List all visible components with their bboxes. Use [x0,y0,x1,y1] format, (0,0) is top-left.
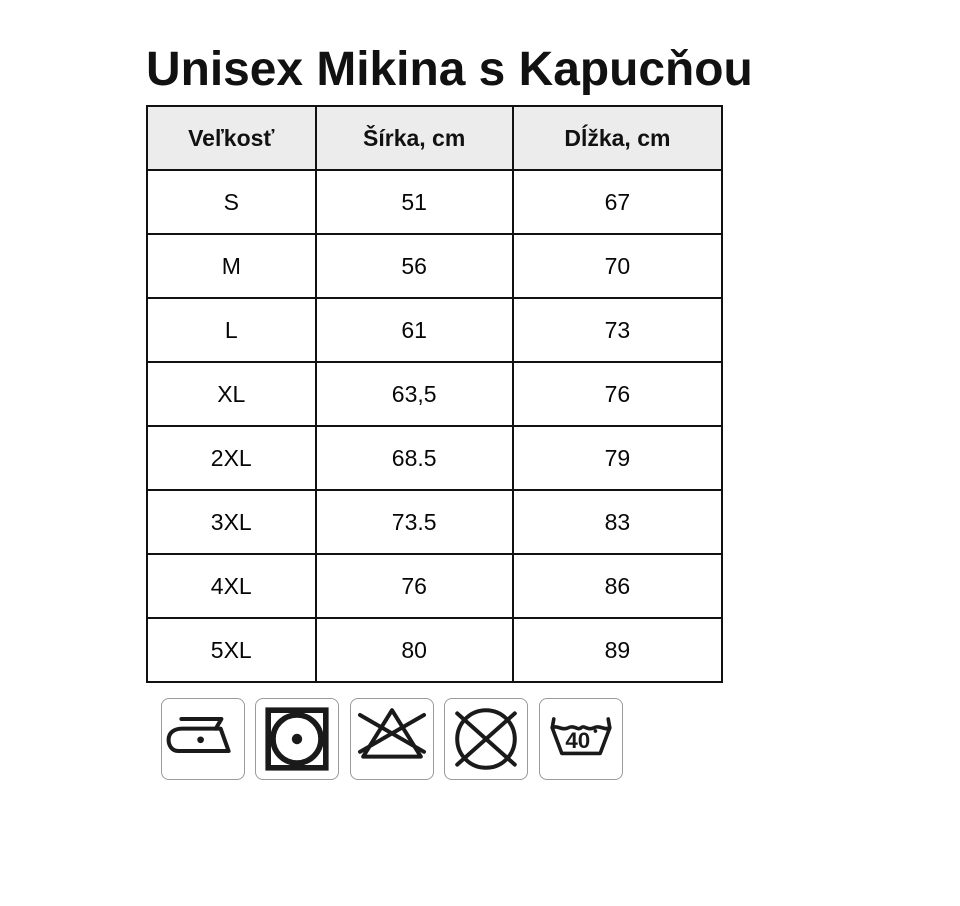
svg-text:40: 40 [565,728,590,753]
